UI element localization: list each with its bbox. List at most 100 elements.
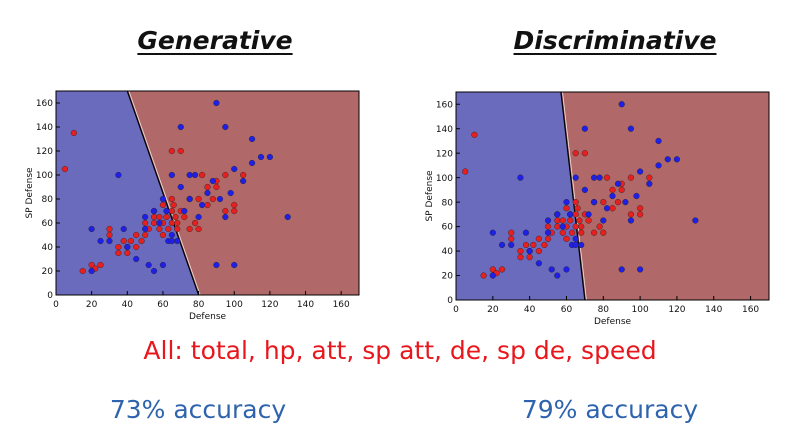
- data-point-blue: [600, 217, 607, 224]
- data-point-blue: [578, 241, 585, 249]
- x-tick-label: 0: [453, 305, 459, 315]
- data-point-red: [559, 217, 566, 224]
- data-point-blue: [231, 165, 238, 173]
- data-point-red: [596, 223, 603, 230]
- data-point-blue: [618, 101, 625, 108]
- data-point-red: [168, 219, 175, 227]
- data-point-blue: [554, 272, 561, 279]
- data-point-red: [544, 223, 552, 230]
- data-point-red: [150, 213, 158, 221]
- data-point-blue: [115, 171, 122, 179]
- data-point-blue: [522, 229, 530, 236]
- data-point-red: [559, 229, 566, 236]
- data-point-blue: [544, 229, 552, 236]
- data-point-blue: [646, 180, 653, 187]
- data-point-red: [106, 225, 113, 233]
- data-point-blue: [213, 99, 220, 107]
- data-point-red: [526, 254, 533, 261]
- data-point-red: [568, 229, 576, 236]
- data-point-blue: [563, 266, 570, 273]
- data-point-red: [585, 217, 592, 224]
- data-point-red: [79, 267, 86, 275]
- data-point-red: [133, 243, 140, 251]
- generative-scatter-plot: 0 20 40 60 80 100 120 140 160 0 20 40 60 80 100 120 140 1…: [25, 90, 360, 322]
- decision-boundary-line: [560, 92, 586, 300]
- data-point-red: [168, 195, 175, 203]
- data-point-blue: [585, 211, 592, 218]
- x-tick-label: 160: [333, 300, 350, 310]
- data-point-blue: [567, 211, 574, 218]
- data-point-red: [191, 219, 199, 227]
- data-point-blue: [209, 177, 216, 185]
- y-tick-label: 40: [42, 243, 54, 253]
- plot-area: [56, 91, 359, 295]
- data-point-red: [199, 171, 206, 179]
- data-point-blue: [655, 162, 662, 169]
- data-point-red: [637, 205, 644, 212]
- data-point-red: [618, 186, 625, 193]
- y-tick-label: 160: [36, 99, 53, 109]
- data-point-blue: [142, 213, 149, 221]
- decision-region-red: [127, 91, 359, 295]
- data-point-blue: [199, 201, 206, 209]
- data-point-red: [204, 201, 211, 209]
- data-point-red: [627, 211, 635, 218]
- data-point-red: [106, 231, 113, 239]
- data-point-blue: [257, 153, 265, 161]
- y-tick-label: 80: [442, 198, 454, 208]
- data-point-red: [159, 201, 167, 209]
- data-point-blue: [673, 156, 681, 163]
- y-axis-label: SP Defense: [425, 170, 435, 222]
- data-point-red: [142, 231, 149, 239]
- x-tick-label: 100: [632, 305, 649, 315]
- x-axis-label: Defense: [189, 312, 227, 322]
- data-point-red: [174, 225, 181, 233]
- data-point-red: [150, 219, 158, 227]
- data-point-blue: [627, 125, 635, 132]
- data-point-blue: [655, 137, 662, 145]
- x-tick-label: 140: [705, 305, 722, 315]
- data-point-blue: [88, 225, 95, 233]
- data-point-red: [600, 229, 607, 236]
- data-point-red: [115, 249, 122, 257]
- data-point-red: [563, 205, 570, 212]
- decision-boundary-line: [126, 91, 200, 295]
- data-point-red: [627, 174, 635, 181]
- y-tick-label: 140: [36, 123, 53, 133]
- y-tick-label: 60: [42, 219, 54, 229]
- y-tick-label: 20: [442, 272, 454, 282]
- decision-boundary-highlight: [128, 91, 201, 295]
- discriminative-title: Discriminative: [513, 26, 717, 55]
- data-point-blue: [216, 195, 224, 203]
- x-tick-label: 60: [157, 300, 169, 310]
- y-axis-label: SP Defense: [25, 167, 35, 219]
- data-point-blue: [489, 229, 496, 236]
- data-point-red: [165, 225, 172, 233]
- data-point-red: [508, 235, 515, 242]
- data-point-blue: [168, 171, 175, 179]
- data-point-blue: [614, 180, 622, 187]
- data-point-blue: [106, 237, 113, 245]
- data-point-red: [600, 199, 607, 206]
- x-tick-label: 80: [193, 300, 205, 310]
- data-point-red: [554, 223, 561, 230]
- data-point-blue: [692, 217, 699, 224]
- data-point-red: [138, 237, 145, 245]
- data-point-red: [574, 205, 581, 212]
- data-point-blue: [284, 213, 291, 221]
- data-point-blue: [177, 183, 184, 191]
- data-point-blue: [159, 261, 167, 269]
- data-point-red: [222, 171, 229, 179]
- y-tick-label: 120: [36, 147, 53, 157]
- data-point-blue: [572, 174, 579, 181]
- data-point-blue: [174, 237, 181, 245]
- data-point-red: [209, 195, 216, 203]
- data-point-blue: [142, 225, 149, 233]
- data-point-red: [168, 147, 175, 155]
- data-point-red: [517, 247, 524, 255]
- data-point-blue: [559, 223, 566, 230]
- data-point-blue: [191, 171, 199, 179]
- data-point-red: [535, 235, 542, 242]
- data-point-red: [637, 211, 644, 218]
- data-point-blue: [168, 237, 175, 245]
